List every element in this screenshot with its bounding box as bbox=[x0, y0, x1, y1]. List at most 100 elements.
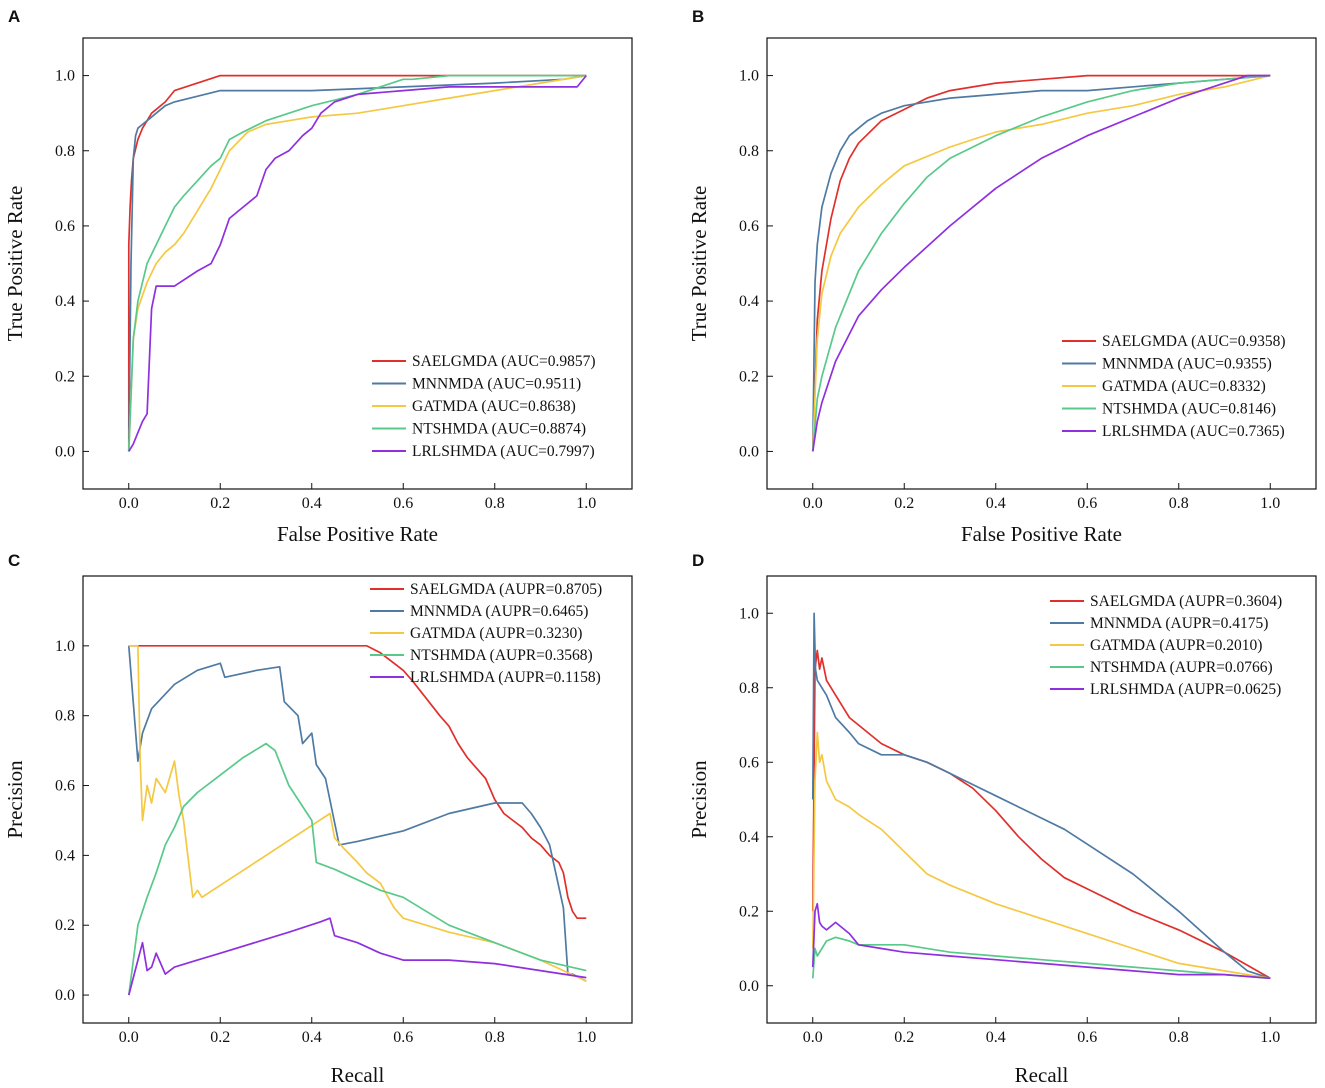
y-tick-label: 0.0 bbox=[55, 987, 75, 1004]
series-line-gatmda bbox=[811, 74, 1271, 452]
panel-letter: A bbox=[8, 7, 20, 26]
series-line-mnnmda bbox=[811, 612, 1271, 980]
x-tick-label: 0.2 bbox=[210, 495, 230, 512]
y-tick-label: 0.8 bbox=[739, 680, 759, 697]
series-line-gatmda bbox=[128, 644, 587, 982]
y-tick-label: 0.6 bbox=[55, 778, 75, 795]
x-tick-label: 0.2 bbox=[210, 1029, 230, 1046]
x-tick-label: 0.8 bbox=[1169, 1029, 1189, 1046]
x-axis-title: False Positive Rate bbox=[961, 522, 1122, 546]
legend-label: MNNMDA (AUPR=0.4175) bbox=[1090, 615, 1268, 632]
series-line-lrlshmda bbox=[811, 902, 1271, 980]
legend-label: GATMDA (AUPR=0.2010) bbox=[1090, 637, 1262, 654]
y-tick-label: 0.6 bbox=[55, 218, 75, 235]
y-axis-title: True Positive Rate bbox=[3, 186, 27, 342]
y-tick-label: 0.4 bbox=[739, 829, 759, 846]
legend-label: SAELGMDA (AUPR=0.3604) bbox=[1090, 593, 1282, 610]
series-line-ntshmda bbox=[811, 74, 1271, 452]
legend-label: GATMDA (AUC=0.8638) bbox=[412, 398, 576, 415]
y-tick-label: 0.0 bbox=[739, 978, 759, 995]
legend: SAELGMDA (AUPR=0.3604) MNNMDA (AUPR=0.417… bbox=[1050, 593, 1282, 698]
x-tick-label: 0.4 bbox=[986, 495, 1006, 512]
x-tick-label: 1.0 bbox=[576, 1029, 596, 1046]
y-tick-label: 0.6 bbox=[739, 218, 759, 235]
legend-label: MNNMDA (AUC=0.9355) bbox=[1102, 356, 1272, 373]
series-line-gatmda bbox=[811, 731, 1271, 980]
panel-d: D 0.0 0.2 0.4 0.6 0.8 1.0 0.0 0.2 0.4 0.6 0.8 1.0 Rec… bbox=[687, 551, 1317, 1087]
legend-label: NTSHMDA (AUC=0.8874) bbox=[412, 421, 586, 438]
x-tick-label: 1.0 bbox=[1260, 495, 1280, 512]
y-axis-title: True Positive Rate bbox=[687, 186, 711, 342]
y-tick-label: 1.0 bbox=[739, 68, 759, 85]
series-line-ntshmda bbox=[127, 742, 587, 996]
y-tick-label: 0.0 bbox=[55, 443, 75, 460]
y-tick-label: 0.2 bbox=[55, 917, 75, 934]
legend-label: SAELGMDA (AUC=0.9358) bbox=[1102, 333, 1286, 350]
series-line-mnnmda bbox=[127, 645, 587, 982]
legend-label: MNNMDA (AUC=0.9511) bbox=[412, 376, 581, 393]
y-axis-title: Precision bbox=[687, 760, 711, 839]
x-tick-label: 0.2 bbox=[894, 495, 914, 512]
legend-label: GATMDA (AUPR=0.3230) bbox=[410, 625, 582, 642]
x-tick-label: 0.4 bbox=[302, 495, 322, 512]
legend-label: SAELGMDA (AUC=0.9857) bbox=[412, 353, 596, 370]
legend-label: LRLSHMDA (AUPR=0.0625) bbox=[1090, 681, 1281, 698]
series-line-gatmda bbox=[127, 74, 587, 452]
series-line-saelgmda bbox=[811, 74, 1271, 452]
legend-label: LRLSHMDA (AUC=0.7365) bbox=[1102, 423, 1285, 440]
x-tick-label: 0.0 bbox=[119, 1029, 139, 1046]
panel-letter: B bbox=[692, 7, 704, 26]
legend-label: NTSHMDA (AUPR=0.0766) bbox=[1090, 659, 1273, 676]
y-tick-label: 1.0 bbox=[55, 638, 75, 655]
series-line-ntshmda bbox=[811, 936, 1271, 980]
series-line-mnnmda bbox=[127, 74, 587, 452]
x-tick-label: 0.6 bbox=[393, 495, 413, 512]
y-tick-label: 0.8 bbox=[739, 143, 759, 160]
x-axis-title: Recall bbox=[1015, 1063, 1069, 1087]
x-tick-label: 0.4 bbox=[302, 1029, 322, 1046]
legend-label: SAELGMDA (AUPR=0.8705) bbox=[410, 581, 602, 598]
panel-b: B 0.0 0.2 0.4 0.6 0.8 1.0 0.0 0.2 0.4 0.6 0.8 1.0 Fal… bbox=[687, 7, 1317, 546]
y-tick-label: 0.4 bbox=[55, 293, 75, 310]
y-tick-label: 1.0 bbox=[739, 605, 759, 622]
legend-label: NTSHMDA (AUC=0.8146) bbox=[1102, 401, 1276, 418]
x-tick-label: 0.8 bbox=[485, 495, 505, 512]
legend-label: GATMDA (AUC=0.8332) bbox=[1102, 378, 1266, 395]
x-tick-label: 0.4 bbox=[986, 1029, 1006, 1046]
x-tick-label: 0.6 bbox=[393, 1029, 413, 1046]
x-tick-label: 0.6 bbox=[1077, 495, 1097, 512]
y-tick-label: 0.8 bbox=[55, 143, 75, 160]
plot-frame bbox=[82, 575, 633, 1024]
y-tick-label: 0.8 bbox=[55, 708, 75, 725]
plot-frame bbox=[82, 37, 633, 490]
plot-frame bbox=[766, 575, 1317, 1024]
x-tick-label: 1.0 bbox=[1260, 1029, 1280, 1046]
x-tick-label: 0.0 bbox=[803, 1029, 823, 1046]
legend-label: LRLSHMDA (AUC=0.7997) bbox=[412, 443, 595, 460]
series-line-mnnmda bbox=[811, 74, 1271, 452]
x-tick-label: 0.8 bbox=[1169, 495, 1189, 512]
series-line-lrlshmda bbox=[128, 75, 587, 452]
legend-label: NTSHMDA (AUPR=0.3568) bbox=[410, 647, 593, 664]
x-tick-label: 0.2 bbox=[894, 1029, 914, 1046]
legend: SAELGMDA (AUPR=0.8705) MNNMDA (AUPR=0.646… bbox=[370, 581, 602, 686]
x-axis-title: False Positive Rate bbox=[277, 522, 438, 546]
y-tick-label: 0.2 bbox=[739, 903, 759, 920]
y-axis-title: Precision bbox=[3, 760, 27, 839]
x-tick-label: 0.8 bbox=[485, 1029, 505, 1046]
panel-c: C 0.0 0.2 0.4 0.6 0.8 1.0 0.0 0.2 0.4 0.6 0.8 1.0 Rec… bbox=[3, 551, 633, 1087]
y-tick-label: 0.2 bbox=[55, 368, 75, 385]
y-tick-label: 0.0 bbox=[739, 443, 759, 460]
x-tick-label: 0.0 bbox=[119, 495, 139, 512]
panel-letter: D bbox=[692, 551, 704, 570]
legend-label: LRLSHMDA (AUPR=0.1158) bbox=[410, 669, 601, 686]
series-line-saelgmda bbox=[811, 649, 1271, 980]
series-line-lrlshmda bbox=[127, 917, 587, 996]
y-tick-label: 0.4 bbox=[739, 293, 759, 310]
series-line-saelgmda bbox=[127, 74, 587, 452]
y-tick-label: 0.6 bbox=[739, 754, 759, 771]
y-tick-label: 1.0 bbox=[55, 68, 75, 85]
y-tick-label: 0.4 bbox=[55, 847, 75, 864]
x-tick-label: 0.6 bbox=[1077, 1029, 1097, 1046]
